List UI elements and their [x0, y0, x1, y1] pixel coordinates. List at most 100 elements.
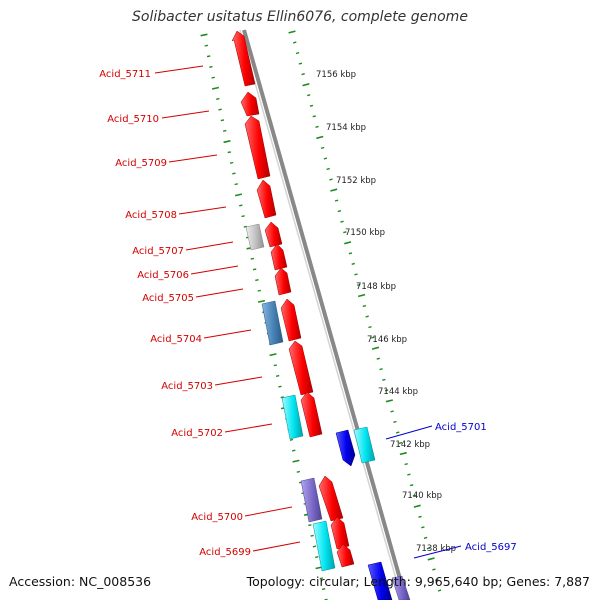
minor-tick: [362, 304, 367, 308]
gene-label-acid-5702[interactable]: Acid_5702: [171, 428, 223, 439]
major-tick: [316, 135, 324, 140]
minor-tick: [315, 556, 319, 559]
minor-tick: [423, 536, 428, 539]
minor-tick: [348, 252, 353, 255]
gene-label-acid-5709[interactable]: Acid_5709: [115, 158, 167, 169]
major-tick: [234, 193, 243, 197]
minor-tick: [315, 125, 319, 128]
tick-label: 7138 kbp: [416, 544, 456, 554]
minor-tick: [257, 289, 261, 292]
gene-label-acid-5705[interactable]: Acid_5705: [142, 293, 194, 304]
gene-acid-5703: [288, 340, 314, 396]
label-leaders: [154, 65, 462, 559]
major-tick: [288, 30, 296, 34]
minor-tick: [334, 199, 339, 202]
major-tick: [269, 353, 277, 357]
minor-tick: [289, 438, 294, 441]
minor-tick: [275, 374, 280, 377]
minor-tick: [292, 449, 296, 452]
minor-tick: [412, 494, 417, 497]
minor-tick: [384, 389, 389, 392]
minor-tick: [234, 183, 238, 186]
leader-acid-5709: [168, 154, 218, 163]
tick-label: 7146 kbp: [367, 335, 407, 345]
gene-label-acid-5700[interactable]: Acid_5700: [191, 512, 243, 523]
minor-tick: [280, 396, 284, 399]
gene-acid-5708: [256, 179, 277, 219]
tick-label: 7144 kbp: [378, 387, 418, 397]
gene-label-acid-5706[interactable]: Acid_5706: [137, 270, 189, 281]
minor-tick: [298, 62, 303, 65]
gene-label-acid-5711[interactable]: Acid_5711: [99, 69, 151, 80]
tick-label: 7154 kbp: [326, 123, 366, 133]
gene-label-acid-5701[interactable]: Acid_5701: [435, 422, 487, 433]
gene-label-acid-5699[interactable]: Acid_5699: [199, 547, 251, 558]
major-tick: [399, 451, 407, 456]
gene-label-acid-5707[interactable]: Acid_5707: [132, 246, 184, 257]
gene-acid-5697: [367, 561, 393, 600]
minor-tick: [393, 420, 397, 423]
major-tick: [385, 399, 393, 403]
minor-tick: [319, 577, 324, 580]
minor-tick: [301, 73, 305, 76]
minor-tick: [437, 589, 442, 592]
gene-acid-5699-a: [330, 516, 350, 550]
minor-tick: [404, 463, 408, 466]
tick-label: 7150 kbp: [345, 228, 385, 238]
gene-label-acid-5703[interactable]: Acid_5703: [161, 381, 213, 392]
major-tick: [302, 83, 310, 87]
minor-tick: [340, 220, 344, 223]
feature-steel-5704: [261, 300, 284, 346]
gene-label-acid-5708[interactable]: Acid_5708: [125, 210, 177, 221]
minor-tick: [232, 172, 236, 175]
leader-acid-5711: [154, 65, 204, 74]
major-tick: [257, 299, 266, 303]
gene-acid-5704: [280, 298, 302, 342]
minor-tick: [418, 515, 422, 518]
minor-tick: [211, 76, 215, 79]
major-tick: [292, 459, 300, 463]
leader-acid-5702: [224, 423, 273, 433]
minor-tick: [227, 151, 232, 154]
minor-tick: [278, 385, 282, 388]
minor-tick: [218, 108, 222, 111]
gene-acid-5699-b: [336, 543, 355, 568]
genome-summary-text: Topology: circular; Length: 9,965,640 bp…: [246, 574, 590, 589]
minor-tick: [357, 283, 361, 286]
feature-purple-5700: [300, 477, 323, 523]
minor-tick: [209, 65, 213, 68]
major-tick: [413, 504, 421, 508]
accession-text: Accession: NC_008536: [9, 574, 152, 589]
minor-tick: [241, 215, 245, 218]
gene-acid-5711: [231, 30, 256, 87]
minor-tick: [204, 44, 209, 47]
minor-tick: [323, 157, 328, 160]
reverse-genes: [335, 426, 411, 600]
minor-tick: [371, 336, 375, 339]
major-tick: [223, 140, 231, 144]
minor-tick: [293, 41, 297, 44]
minor-tick: [435, 578, 439, 582]
leader-acid-5699: [252, 541, 301, 552]
minor-tick: [407, 473, 411, 476]
gene-label-acid-5710[interactable]: Acid_5710: [107, 114, 159, 125]
minor-tick: [252, 268, 257, 271]
minor-tick: [343, 231, 347, 234]
minor-tick: [320, 146, 325, 149]
gene-label-acid-5704[interactable]: Acid_5704: [150, 334, 202, 345]
feature-grey-5707: [245, 223, 265, 251]
leader-acid-5700: [244, 506, 293, 517]
tick-marks-outer: [288, 30, 442, 592]
leader-acid-5697: [413, 545, 462, 559]
feature-cyan-5701: [353, 426, 376, 464]
minor-tick: [426, 547, 431, 550]
minor-tick: [396, 431, 400, 434]
gene-label-acid-5697[interactable]: Acid_5697: [465, 542, 517, 553]
feature-cyan-5699: [312, 520, 336, 572]
gene-acid-5701: [335, 429, 356, 467]
minor-tick: [255, 279, 259, 282]
major-tick: [200, 33, 208, 37]
gene-acid-5709: [244, 115, 271, 180]
minor-tick: [329, 178, 333, 181]
major-tick: [330, 188, 338, 192]
